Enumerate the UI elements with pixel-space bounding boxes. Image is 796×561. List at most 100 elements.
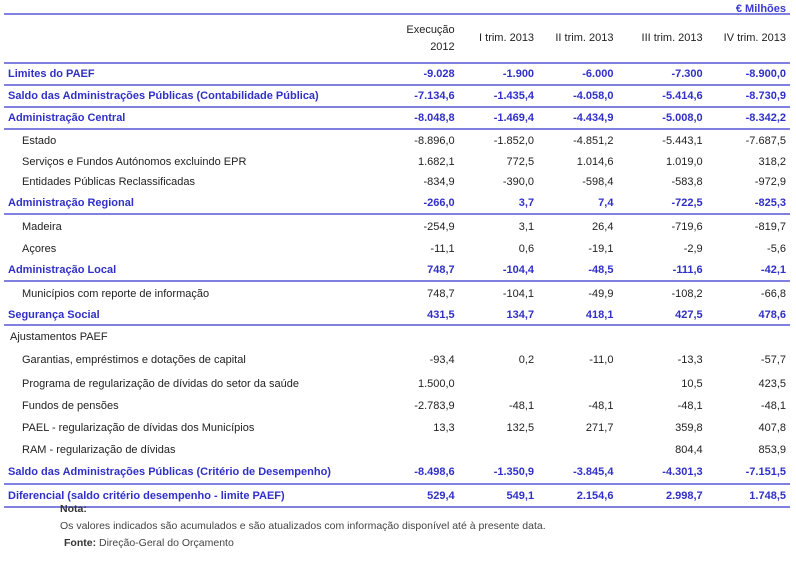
row-value: 549,1 xyxy=(458,484,539,508)
row-value: -48,5 xyxy=(538,259,618,282)
row-value: 427,5 xyxy=(617,305,707,326)
row-label: Saldo das Administrações Públicas (Crité… xyxy=(4,461,372,485)
row-value: 804,4 xyxy=(675,444,703,456)
row-value: 853,9 xyxy=(758,444,786,456)
row-label: Programa de regularização de dívidas do … xyxy=(22,378,300,390)
row-value: -1.350,9 xyxy=(458,461,539,485)
row-label: Administração Regional xyxy=(4,192,372,215)
note-title: Nota: xyxy=(60,503,87,515)
row-value: 748,7 xyxy=(371,259,459,282)
row-value: 1.748,5 xyxy=(706,484,790,508)
row-label: Municípios com reporte de informação xyxy=(22,287,210,300)
row-value: -5.008,0 xyxy=(617,107,707,130)
row-label: Fundos de pensões xyxy=(22,400,119,412)
row-value: -583,8 xyxy=(671,176,703,188)
row-value: -48,1 xyxy=(760,400,786,412)
row-value: -49,9 xyxy=(588,287,614,300)
row-value xyxy=(459,325,538,347)
row-value: -7.151,5 xyxy=(706,461,790,485)
table-row: Saldo das Administrações Públicas (Crité… xyxy=(4,461,790,485)
unit-label: € Milhões xyxy=(735,3,786,15)
row-value: -722,5 xyxy=(617,192,707,215)
row-value: 418,1 xyxy=(538,305,618,326)
row-value: 2.154,6 xyxy=(538,484,618,508)
row-value: -19,1 xyxy=(588,243,614,255)
row-value: 2.998,7 xyxy=(617,484,707,508)
row-value: -7.300 xyxy=(617,63,707,86)
row-value: -266,0 xyxy=(371,192,459,215)
table-row: RAM - regularização de dívidas 804,4 853,9 xyxy=(4,439,790,461)
column-header-q2: II trim. 2013 xyxy=(538,13,618,64)
row-value: -8.730,9 xyxy=(706,85,790,108)
row-value: -11,1 xyxy=(430,243,455,255)
column-header-q3: III trim. 2013 xyxy=(617,13,707,64)
column-header-q4: IV trim. 2013 xyxy=(706,13,790,64)
table-row: Ajustamentos PAEF xyxy=(4,325,790,347)
row-value: -972,9 xyxy=(754,176,786,188)
row-value: -5.443,1 xyxy=(662,135,703,147)
row-value: 0,2 xyxy=(518,354,535,366)
row-value: -8.342,2 xyxy=(706,107,790,130)
row-value: -111,6 xyxy=(617,259,707,282)
row-value: -834,9 xyxy=(423,176,455,188)
row-value xyxy=(459,439,538,461)
row-value: -9.028 xyxy=(371,63,459,86)
table-row: Garantias, empréstimos e dotações de cap… xyxy=(4,347,790,373)
row-label: RAM - regularização de dívidas xyxy=(22,444,176,456)
row-value: -7.134,6 xyxy=(371,85,459,108)
row-value: -5,6 xyxy=(767,243,786,255)
row-value: -48,1 xyxy=(588,400,614,412)
row-value: 1.019,0 xyxy=(665,156,703,168)
row-label: Ajustamentos PAEF xyxy=(10,330,108,343)
row-value xyxy=(538,325,617,347)
row-value: -1.900 xyxy=(458,63,539,86)
row-value: 132,5 xyxy=(506,422,535,434)
row-value: 748,7 xyxy=(427,287,455,300)
source-label: Fonte: xyxy=(64,537,97,549)
row-value: -48,1 xyxy=(677,400,703,412)
row-value: -8.498,6 xyxy=(371,461,459,485)
row-label: Açores xyxy=(22,243,57,255)
row-label: PAEL - regularização de dívidas dos Muni… xyxy=(22,422,255,434)
row-value: -4.058,0 xyxy=(538,85,618,108)
row-value: -8.900,0 xyxy=(706,63,790,86)
row-label: Administração Central xyxy=(4,107,372,130)
row-value: 1.014,6 xyxy=(576,156,614,168)
row-label: Madeira xyxy=(22,221,62,233)
row-value: -598,4 xyxy=(582,176,614,188)
row-value: -13,3 xyxy=(677,354,703,366)
table-row: Limites do PAEF -9.028 -1.900 -6.000 -7.300-… xyxy=(4,63,790,86)
row-label: Saldo das Administrações Públicas (Conta… xyxy=(4,85,372,108)
row-value: 13,3 xyxy=(433,422,455,434)
table-row: Segurança Social 431,5 134,7 418,1 427,5 478,… xyxy=(4,305,790,326)
table-row: Estado -8.896,0 -1.852,0 -4.851,2 -5.443,1 -7… xyxy=(4,129,790,152)
row-value: -3.845,4 xyxy=(538,461,618,485)
row-value: 10,5 xyxy=(681,378,703,390)
row-value xyxy=(617,325,706,347)
row-value: -5.414,6 xyxy=(617,85,707,108)
row-value: 1.500,0 xyxy=(417,378,455,390)
row-value: -825,3 xyxy=(706,192,790,215)
row-value: -48,1 xyxy=(508,400,535,412)
row-value: -4.301,3 xyxy=(617,461,707,485)
table-row: Serviços e Fundos Autónomos excluindo EP… xyxy=(4,152,790,172)
row-value: 318,2 xyxy=(758,156,786,168)
row-value: 407,8 xyxy=(758,422,786,434)
table-row: Programa de regularização de dívidas do … xyxy=(4,373,790,395)
table-row: Açores -11,1 0,6 -19,1 -2,9 -5,6 xyxy=(4,239,790,259)
row-value xyxy=(459,373,538,395)
row-value: 423,5 xyxy=(758,378,786,390)
table-row: Fundos de pensões -2.783,9 -48,1 -48,1 -48,1… xyxy=(4,395,790,417)
row-value: -1.469,4 xyxy=(458,107,539,130)
row-value: 359,8 xyxy=(675,422,703,434)
row-value: 529,4 xyxy=(371,484,459,508)
header-row: Execução 2012 I trim. 2013 II trim. 2013 … xyxy=(4,13,790,64)
table-row: Entidades Públicas Reclassificadas -834,9… xyxy=(4,172,790,192)
row-value: 3,1 xyxy=(518,221,535,233)
row-label: Estado xyxy=(22,135,57,147)
row-value: 7,4 xyxy=(538,192,618,215)
row-label: Limites do PAEF xyxy=(4,63,372,86)
row-value: -6.000 xyxy=(538,63,618,86)
row-label: Serviços e Fundos Autónomos excluindo EP… xyxy=(22,156,247,168)
